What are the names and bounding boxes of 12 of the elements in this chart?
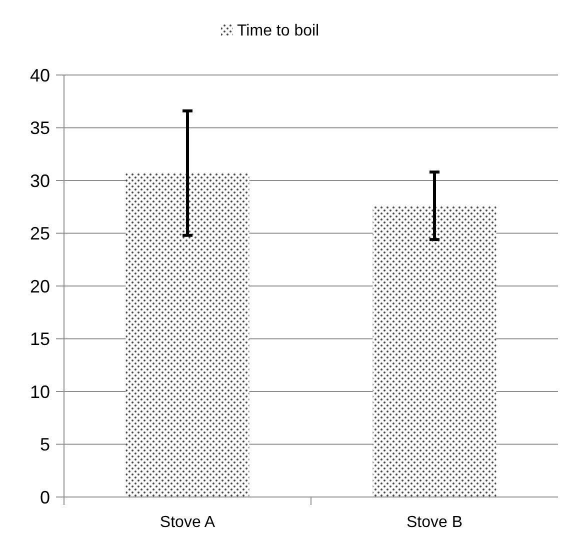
y-tick-label: 15	[30, 329, 50, 350]
y-tick-label: 20	[30, 276, 50, 296]
y-tick-label: 30	[30, 170, 50, 191]
y-tick-label: 0	[40, 487, 50, 508]
y-tick-label: 40	[30, 65, 50, 86]
legend-label: Time to boil	[237, 22, 320, 40]
x-tick-label: Stove A	[160, 514, 216, 531]
x-tick-label: Stove B	[406, 514, 463, 531]
y-tick-label: 10	[30, 382, 50, 402]
y-tick-label: 25	[30, 224, 50, 244]
y-tick-label: 35	[30, 118, 50, 138]
y-tick-label: 5	[40, 434, 50, 455]
